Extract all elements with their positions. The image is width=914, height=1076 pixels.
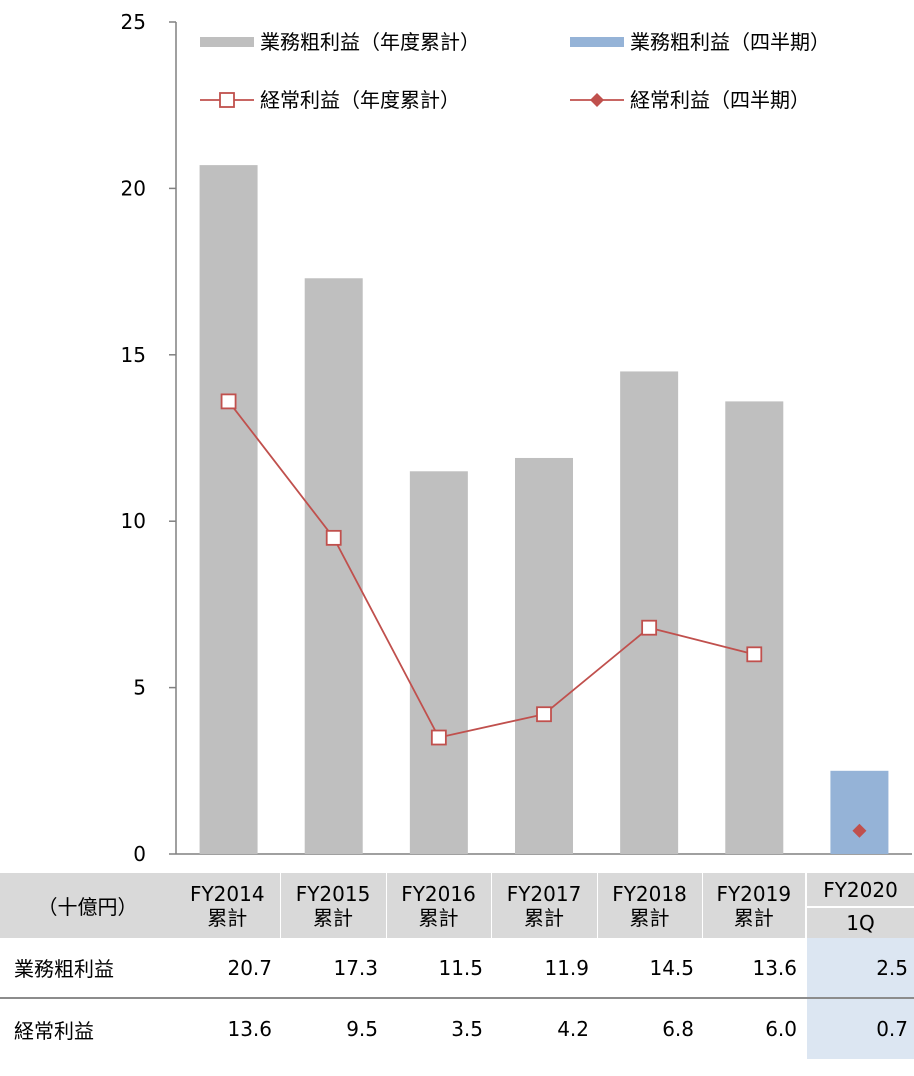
- unit-label: （十億円）: [0, 873, 175, 938]
- point-square: [430, 729, 447, 746]
- point-diamond: [852, 823, 867, 838]
- legend-swatch: [570, 37, 624, 47]
- table-cell: 6.8: [662, 1017, 694, 1041]
- column-header: FY2019 累計: [702, 873, 807, 938]
- column-header: FY2018 累計: [597, 873, 703, 938]
- legend-swatch: [200, 37, 254, 47]
- bar: [199, 165, 258, 854]
- table-cell: 6.0: [765, 1017, 797, 1041]
- legend-marker-square: [219, 92, 235, 108]
- table-cell: 4.2: [557, 1017, 589, 1041]
- column-header: FY2014 累計: [175, 873, 281, 938]
- legend-label: 経常利益（四半期）: [630, 88, 810, 112]
- bars: [199, 165, 889, 855]
- legend-label: 経常利益（年度累計）: [260, 88, 460, 112]
- chart: 0 5 10 15 20 25 業務粗利益（年度累計） 業務粗利益（四半期） 経常利益（年度累…: [121, 10, 912, 866]
- legend: 業務粗利益（年度累計） 業務粗利益（四半期） 経常利益（年度累計） 経常利益（四半期）: [200, 30, 830, 112]
- point-square: [536, 706, 552, 723]
- table-header-row: （十億円） FY2014 累計 FY2015 累計 FY2016 累計 FY2017 累…: [0, 873, 914, 938]
- table-cell: 13.6: [227, 1017, 272, 1041]
- bar: [830, 770, 889, 854]
- bar: [515, 457, 573, 854]
- table-row: 業務粗利益 20.7 17.3 11.5 11.9 14.5 13.6 2.5: [0, 938, 914, 999]
- table-cell: 3.5: [451, 1017, 483, 1041]
- point-square: [746, 646, 763, 663]
- table-cell: 20.7: [175, 938, 280, 999]
- point-square: [220, 393, 237, 410]
- bar: [409, 471, 468, 854]
- column-header-quarter-bottom: 1Q: [805, 907, 914, 938]
- y-tick-label: 10: [121, 509, 146, 533]
- row-label: 業務粗利益: [0, 938, 175, 999]
- column-header: FY2016 累計: [386, 873, 492, 938]
- lines: [220, 393, 867, 838]
- bar: [725, 401, 784, 854]
- y-tick-label: 5: [133, 676, 146, 700]
- legend-label: 業務粗利益（年度累計）: [260, 30, 480, 54]
- y-tick-label: 20: [121, 176, 146, 200]
- y-tick-label: 25: [121, 10, 146, 34]
- column-header-quarter-top: FY2020: [805, 873, 914, 908]
- table-cell-highlight: 2.5: [805, 938, 914, 999]
- y-tick-label: 15: [121, 343, 146, 367]
- table-cell-highlight: 0.7: [805, 998, 914, 1059]
- row-label: 経常利益: [14, 1018, 94, 1043]
- table-cell: 17.3: [280, 938, 386, 999]
- table-row: 経常利益 13.6 9.5 3.5 4.2 6.8 6.0 0.7: [0, 998, 914, 1059]
- legend-label: 業務粗利益（四半期）: [630, 30, 830, 54]
- table-cell: 9.5: [346, 1017, 378, 1041]
- point-square: [641, 619, 658, 636]
- column-header: FY2017 累計: [491, 873, 598, 938]
- table-cell: 11.5: [386, 938, 491, 999]
- table-cell: 14.5: [597, 938, 702, 999]
- column-header: FY2015 累計: [280, 873, 387, 938]
- summary-table: （十億円） FY2014 累計 FY2015 累計 FY2016 累計 FY2017 累…: [0, 873, 914, 1059]
- point-square: [325, 529, 342, 546]
- y-tick-label: 0: [133, 842, 146, 866]
- table-header-row-2: 1Q: [0, 907, 914, 938]
- series-line: [227, 400, 755, 739]
- y-axis: 0 5 10 15 20 25: [121, 10, 912, 866]
- bar: [304, 278, 363, 855]
- table-cell: 13.6: [702, 938, 806, 999]
- legend-marker-diamond: [590, 93, 604, 107]
- bar: [620, 371, 679, 854]
- table-cell: 11.9: [491, 938, 597, 999]
